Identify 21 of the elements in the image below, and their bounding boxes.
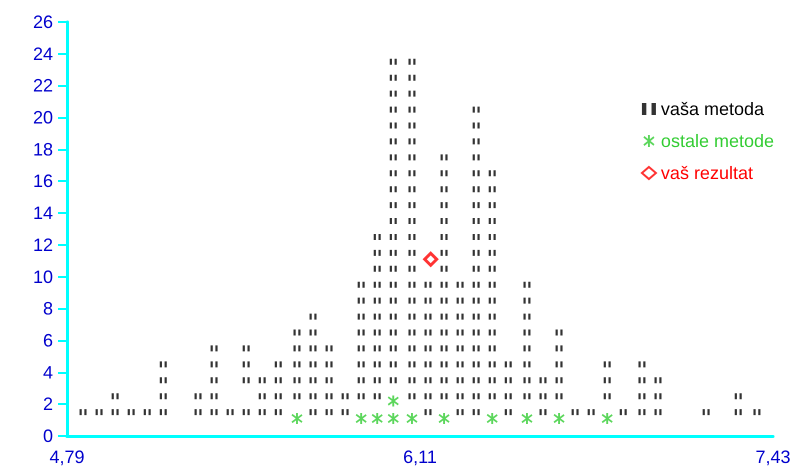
y-tick-label: 2 [42, 394, 53, 414]
x-tick-label: 6,11 [403, 447, 437, 467]
y-tick-label: 6 [42, 330, 53, 350]
x-tick-label: 4,79 [49, 447, 85, 467]
y-tick-label: 22 [32, 76, 53, 96]
legend-label: vaša metoda [660, 99, 765, 119]
legend-label: vaš rezultat [660, 163, 753, 183]
y-tick-label: 14 [32, 203, 53, 224]
y-tick-label: 8 [42, 298, 53, 319]
y-tick-label: 0 [42, 426, 53, 446]
x-tick-label: 7,43 [755, 447, 791, 467]
y-tick-label: 18 [32, 139, 53, 160]
y-tick-label: 26 [32, 12, 53, 32]
legend-label: ostale metode [660, 131, 774, 151]
y-tick-label: 16 [32, 171, 53, 192]
y-tick-label: 4 [42, 362, 53, 382]
y-tick-label: 24 [32, 44, 53, 64]
y-tick-label: 10 [32, 266, 53, 287]
point [423, 252, 438, 267]
y-tick-label: 20 [32, 108, 53, 128]
y-tick-label: 12 [32, 234, 53, 255]
